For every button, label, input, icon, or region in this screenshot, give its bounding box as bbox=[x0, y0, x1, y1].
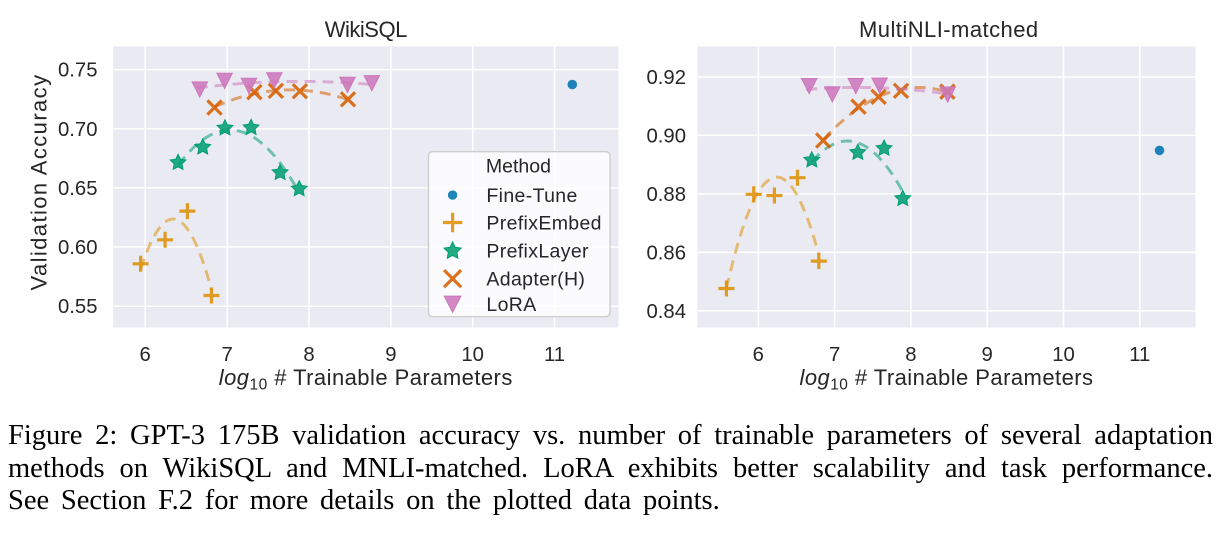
svg-text:0.88: 0.88 bbox=[647, 184, 686, 206]
svg-text:7: 7 bbox=[222, 344, 233, 366]
svg-text:Validation Accuracy: Validation Accuracy bbox=[27, 74, 52, 291]
svg-text:Fine-Tune: Fine-Tune bbox=[486, 185, 577, 207]
svg-text:log10 # Trainable Parameters: log10 # Trainable Parameters bbox=[799, 365, 1093, 394]
svg-text:log10 # Trainable Parameters: log10 # Trainable Parameters bbox=[219, 365, 513, 394]
svg-text:0.55: 0.55 bbox=[58, 296, 97, 318]
svg-text:MultiNLI-matched: MultiNLI-matched bbox=[859, 17, 1039, 42]
svg-text:0.84: 0.84 bbox=[647, 301, 686, 323]
svg-text:6: 6 bbox=[753, 344, 764, 366]
svg-text:9: 9 bbox=[385, 344, 396, 366]
svg-text:10: 10 bbox=[461, 344, 484, 366]
svg-text:11: 11 bbox=[1129, 344, 1150, 366]
svg-text:0.60: 0.60 bbox=[58, 237, 97, 259]
svg-text:0.92: 0.92 bbox=[647, 67, 686, 89]
svg-text:8: 8 bbox=[905, 344, 916, 366]
svg-text:0.90: 0.90 bbox=[647, 125, 686, 147]
svg-text:PrefixLayer: PrefixLayer bbox=[486, 241, 589, 263]
svg-text:9: 9 bbox=[982, 344, 993, 366]
svg-text:6: 6 bbox=[140, 344, 151, 366]
svg-text:0.86: 0.86 bbox=[647, 242, 686, 264]
svg-text:11: 11 bbox=[544, 344, 565, 366]
svg-text:Method: Method bbox=[486, 156, 551, 178]
svg-text:8: 8 bbox=[303, 344, 314, 366]
svg-text:0.65: 0.65 bbox=[58, 178, 97, 200]
svg-text:Adapter(H): Adapter(H) bbox=[486, 268, 585, 290]
svg-text:LoRA: LoRA bbox=[486, 294, 536, 316]
svg-text:10: 10 bbox=[1052, 344, 1075, 366]
svg-text:7: 7 bbox=[829, 344, 840, 366]
svg-text:WikiSQL: WikiSQL bbox=[325, 17, 407, 42]
svg-text:PrefixEmbed: PrefixEmbed bbox=[486, 212, 601, 234]
svg-text:0.75: 0.75 bbox=[58, 60, 97, 82]
svg-text:0.70: 0.70 bbox=[58, 119, 97, 141]
